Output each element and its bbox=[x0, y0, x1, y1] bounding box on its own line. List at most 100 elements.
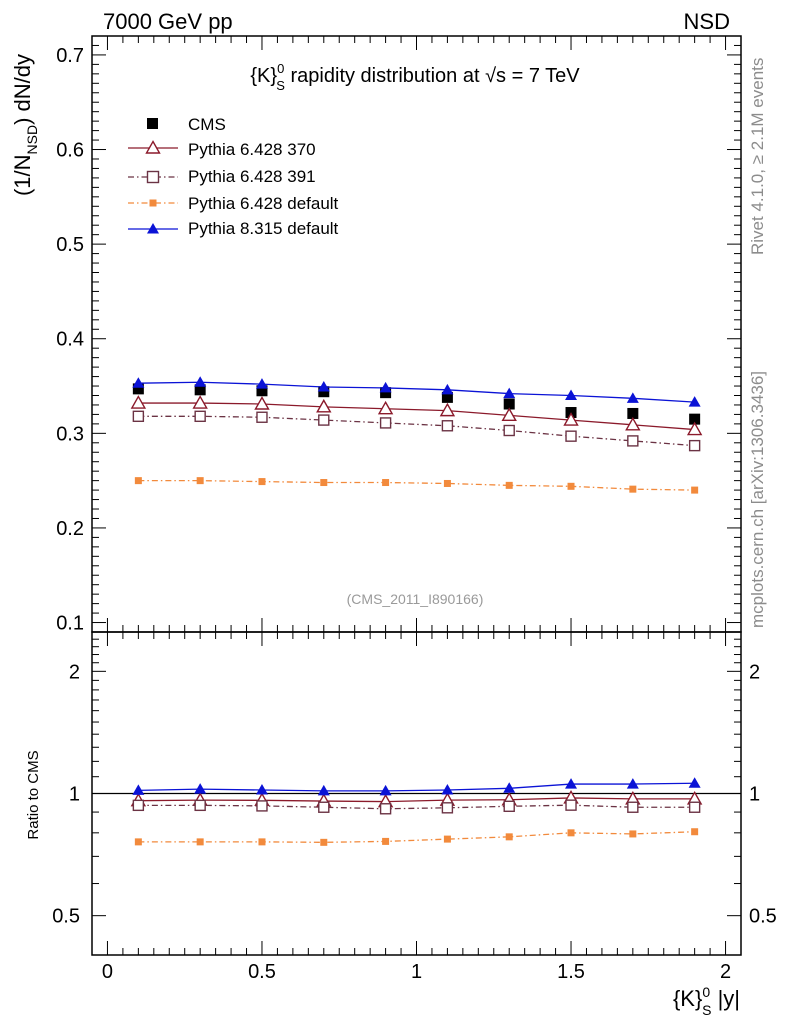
ratio-point-p8def bbox=[441, 784, 454, 795]
main-point-p8def bbox=[688, 396, 701, 407]
main-point-p8def bbox=[132, 377, 145, 388]
main-point-p6def bbox=[567, 482, 575, 490]
main-point-p370 bbox=[130, 395, 147, 409]
analysis-watermark: (CMS_2011_I890166) bbox=[347, 591, 484, 607]
main-point-p391 bbox=[379, 417, 392, 429]
main-point-p8def bbox=[194, 376, 207, 387]
ratio-point-p8def bbox=[317, 784, 330, 796]
main-point-p391 bbox=[194, 410, 206, 423]
legend-marker-pythia-370 bbox=[145, 140, 161, 154]
ratio-xtick-label: 1 bbox=[411, 961, 422, 983]
ratio-point-p8def bbox=[132, 784, 145, 795]
main-point-p370 bbox=[254, 396, 270, 410]
main-ytick-label: 0.5 bbox=[56, 234, 84, 256]
ratio-ytick-label: 0.5 bbox=[52, 906, 80, 928]
main-point-p370 bbox=[501, 407, 517, 422]
main-point-p8def bbox=[255, 378, 268, 389]
legend-marker-pythia6-default bbox=[149, 199, 157, 207]
main-ytick-label: 0.1 bbox=[56, 613, 84, 635]
ratio-point-p391 bbox=[441, 802, 454, 814]
ratio-xtick-label: 1.5 bbox=[557, 961, 585, 983]
main-ytick-label: 0.3 bbox=[56, 423, 84, 445]
main-ytick-label: 0.7 bbox=[56, 45, 84, 67]
ratio-point-p8def bbox=[688, 777, 701, 788]
main-point-cms bbox=[318, 386, 330, 398]
main-point-p6def bbox=[443, 479, 451, 487]
main-point-p6def bbox=[691, 486, 699, 494]
main-point-p370 bbox=[625, 416, 641, 431]
ratio-ytick-label: 2 bbox=[69, 661, 80, 683]
ratio-point-p391 bbox=[565, 799, 577, 811]
main-point-p6def bbox=[382, 479, 390, 487]
ratio-ytick-label-right: 0.5 bbox=[749, 906, 777, 928]
ratio-point-p6def bbox=[320, 838, 328, 846]
ratio-point-p391 bbox=[503, 800, 515, 812]
ratio-ylabel: Ratio to CMS bbox=[25, 750, 42, 839]
ratio-point-p6def bbox=[505, 833, 513, 841]
legend-marker-pythia-391 bbox=[146, 170, 160, 184]
main-point-p8def bbox=[317, 380, 330, 392]
ratio-point-p6def bbox=[258, 838, 266, 846]
ratio-point-p8def bbox=[255, 784, 268, 795]
main-line-p6def bbox=[138, 479, 695, 491]
ratio-point-p6def bbox=[134, 838, 142, 846]
ratio-axis-ticks: 0 0.5 1 1.5 2 0.5 0.5 1 1 2 2 bbox=[52, 632, 777, 983]
main-point-p391 bbox=[318, 414, 330, 426]
main-point-p391 bbox=[441, 420, 454, 432]
main-plot: 0.1 0.2 0.3 0.4 0.5 0.6 0.7 {K}0 S rapidity dis… bbox=[10, 35, 742, 635]
main-ytick-label: 0.2 bbox=[56, 518, 84, 540]
main-point-p391 bbox=[688, 439, 701, 452]
main-point-p370 bbox=[439, 402, 456, 417]
ratio-line-p370 bbox=[138, 797, 695, 803]
xlabel-var: |y| bbox=[711, 986, 740, 1011]
main-point-p6def bbox=[196, 477, 204, 485]
ratio-point-p391 bbox=[318, 801, 330, 813]
ratio-point-p391 bbox=[379, 803, 392, 815]
ratio-point-p8def bbox=[565, 778, 578, 789]
main-point-p391 bbox=[503, 424, 515, 437]
ratio-point-p6def bbox=[567, 829, 575, 837]
ratio-point-p8def bbox=[379, 784, 392, 796]
chart-title-species: {K} bbox=[250, 65, 277, 87]
header-left: 7000 GeV pp bbox=[103, 9, 233, 34]
chart-title: {K}0 S rapidity distribution at √s = 7 Te… bbox=[250, 61, 580, 93]
ratio-xtick-label: 0.5 bbox=[248, 961, 276, 983]
legend-label-pythia-370: Pythia 6.428 370 bbox=[188, 140, 316, 159]
main-point-p6def bbox=[320, 479, 328, 487]
legend-entry-pythia8-default: Pythia 8.315 default bbox=[128, 219, 339, 238]
ratio-plot: 0 0.5 1 1.5 20.5 0.51 12 2 Ratio to CMS {K}0 S |… bbox=[25, 631, 777, 1018]
main-line-p391 bbox=[138, 415, 695, 447]
main-point-cms bbox=[503, 398, 515, 410]
main-ytick-label: 0.4 bbox=[56, 329, 84, 351]
main-point-p391 bbox=[565, 430, 577, 442]
legend-entry-cms: CMS bbox=[147, 115, 226, 134]
mcplots-label: mcplots.cern.ch [arXiv:1306.3436] bbox=[748, 371, 767, 628]
ratio-point-p8def bbox=[626, 778, 639, 789]
header-right: NSD bbox=[684, 9, 730, 34]
main-line-p370 bbox=[138, 402, 695, 431]
main-point-p8def bbox=[441, 383, 454, 395]
main-point-p391 bbox=[132, 410, 145, 423]
chart-title-end: = 7 TeV bbox=[506, 65, 580, 87]
ratio-point-p391 bbox=[256, 800, 268, 812]
main-point-cms bbox=[441, 391, 453, 403]
main-point-p8def bbox=[379, 381, 392, 393]
ratio-point-p391 bbox=[627, 801, 639, 813]
ratio-point-p391 bbox=[688, 801, 701, 813]
main-point-p370 bbox=[563, 412, 579, 426]
main-point-p6def bbox=[505, 481, 513, 489]
main-series bbox=[130, 376, 703, 494]
main-point-cms bbox=[256, 385, 268, 397]
main-ylabel-pre: (1/N bbox=[10, 154, 35, 196]
legend-label-cms: CMS bbox=[188, 115, 226, 134]
ratio-series bbox=[130, 777, 703, 846]
main-ylabel: (1/NNSD) dN/dy bbox=[10, 54, 40, 196]
ratio-point-p6def bbox=[629, 830, 637, 838]
ratio-point-p391 bbox=[194, 799, 206, 812]
xlabel-sup: 0 bbox=[702, 984, 710, 1000]
main-point-cms bbox=[380, 387, 392, 399]
ratio-ytick-label-right: 2 bbox=[749, 661, 760, 683]
chart-title-sub: S bbox=[276, 78, 285, 93]
ratio-line-p391 bbox=[138, 804, 695, 810]
ratio-xtick-label: 2 bbox=[720, 961, 731, 983]
